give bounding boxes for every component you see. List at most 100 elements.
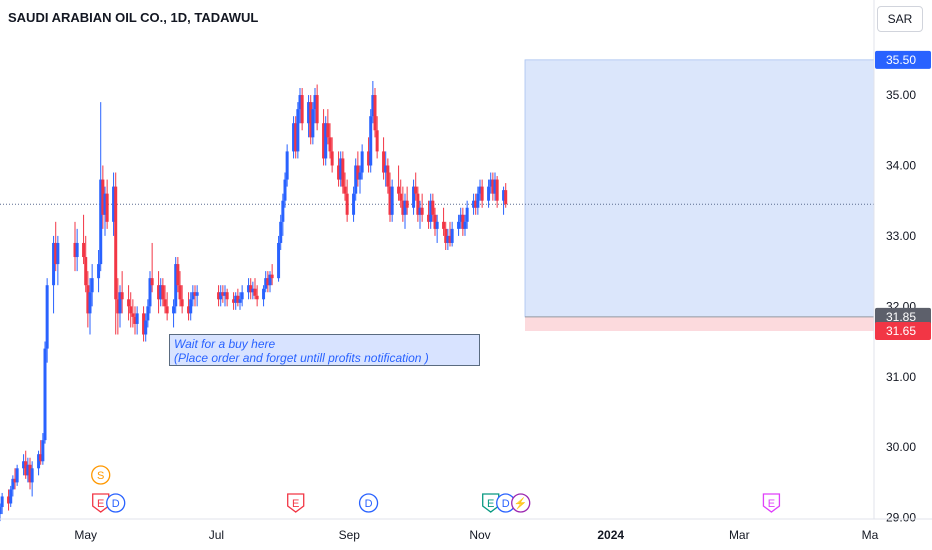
candle [75, 228, 79, 272]
candle-body [225, 292, 229, 300]
candle [367, 137, 371, 173]
candle [309, 95, 313, 145]
candle-body [371, 95, 375, 117]
price-label-text: 31.85 [886, 310, 916, 324]
candle-body [223, 292, 227, 296]
candle-body [354, 165, 358, 194]
x-tick-label: Ma [862, 528, 879, 542]
candle-body [101, 179, 105, 215]
event-circle [106, 493, 126, 513]
candle [88, 278, 92, 335]
candle-body [112, 186, 116, 222]
candle [219, 285, 223, 307]
candle-body [161, 285, 165, 300]
candle [326, 109, 330, 145]
candle-body [429, 200, 433, 222]
candle [45, 278, 49, 363]
candle [444, 221, 448, 250]
candle [472, 193, 476, 215]
candle-body [309, 102, 313, 138]
candle-body [176, 264, 180, 286]
candle [324, 116, 328, 166]
x-tick-label: Mar [729, 528, 750, 542]
candle [300, 88, 304, 131]
candle-body [416, 193, 420, 215]
candle [337, 151, 341, 187]
candle [388, 172, 392, 222]
candle-body [397, 186, 401, 194]
x-tick-label: Nov [469, 528, 490, 542]
candle-body [0, 507, 2, 515]
candle-body [384, 165, 388, 173]
candle [195, 285, 199, 307]
candle-body [240, 292, 244, 300]
candle [478, 179, 482, 201]
candle [384, 151, 388, 187]
candle-body [345, 193, 349, 215]
candle-body [339, 158, 343, 180]
event-letter: D [502, 498, 510, 510]
candle-body [219, 292, 223, 300]
candle [463, 214, 467, 236]
candle [73, 221, 77, 272]
candle [163, 285, 167, 314]
candle-body [7, 496, 11, 504]
candle [236, 288, 240, 307]
candle-body [97, 264, 101, 279]
candle [114, 172, 118, 335]
candle [283, 172, 287, 208]
candle-body [489, 179, 493, 187]
candle-body [420, 207, 424, 215]
candle-body [13, 478, 17, 483]
candle [13, 468, 17, 490]
candle [172, 299, 176, 328]
candle-body [86, 285, 90, 314]
candle [358, 165, 362, 194]
candle-body [412, 186, 416, 208]
candle-body [99, 179, 103, 265]
candle [403, 193, 407, 229]
candle [352, 186, 356, 222]
event-letter: E [768, 498, 775, 510]
candle-body [450, 228, 454, 243]
candle [82, 214, 86, 265]
candle [414, 172, 418, 201]
candle [161, 278, 165, 307]
price-label: 31.65 [875, 321, 931, 340]
event-letter: E [97, 498, 104, 510]
candle [328, 123, 332, 159]
candle [489, 172, 493, 194]
event-e-icon: E [287, 493, 305, 513]
candle-body [279, 221, 283, 243]
position-zones [524, 59, 875, 331]
candle [412, 179, 416, 215]
candle [315, 84, 319, 131]
candle-body [268, 274, 272, 286]
candle-body [474, 200, 478, 208]
candle-body [478, 186, 482, 194]
annotation-note[interactable]: Wait for a buy here (Place order and for… [169, 334, 480, 366]
candle-body [30, 468, 34, 483]
candle-body [491, 179, 495, 194]
candle [448, 221, 452, 247]
candle-body [444, 228, 448, 243]
candle-body [255, 295, 259, 300]
candle [459, 207, 463, 229]
candle-body [249, 285, 253, 293]
candle-body [189, 299, 193, 314]
candle [165, 292, 169, 321]
candle [339, 151, 343, 187]
candle-body [270, 274, 274, 279]
currency-button[interactable]: SAR [877, 6, 923, 32]
candle [37, 450, 41, 476]
candle-body [337, 165, 341, 180]
candle-body [375, 130, 379, 152]
candle-body [56, 242, 60, 265]
price-label-bg [875, 307, 931, 326]
candle [487, 179, 491, 208]
candle-body [307, 102, 311, 124]
candle [116, 278, 120, 335]
